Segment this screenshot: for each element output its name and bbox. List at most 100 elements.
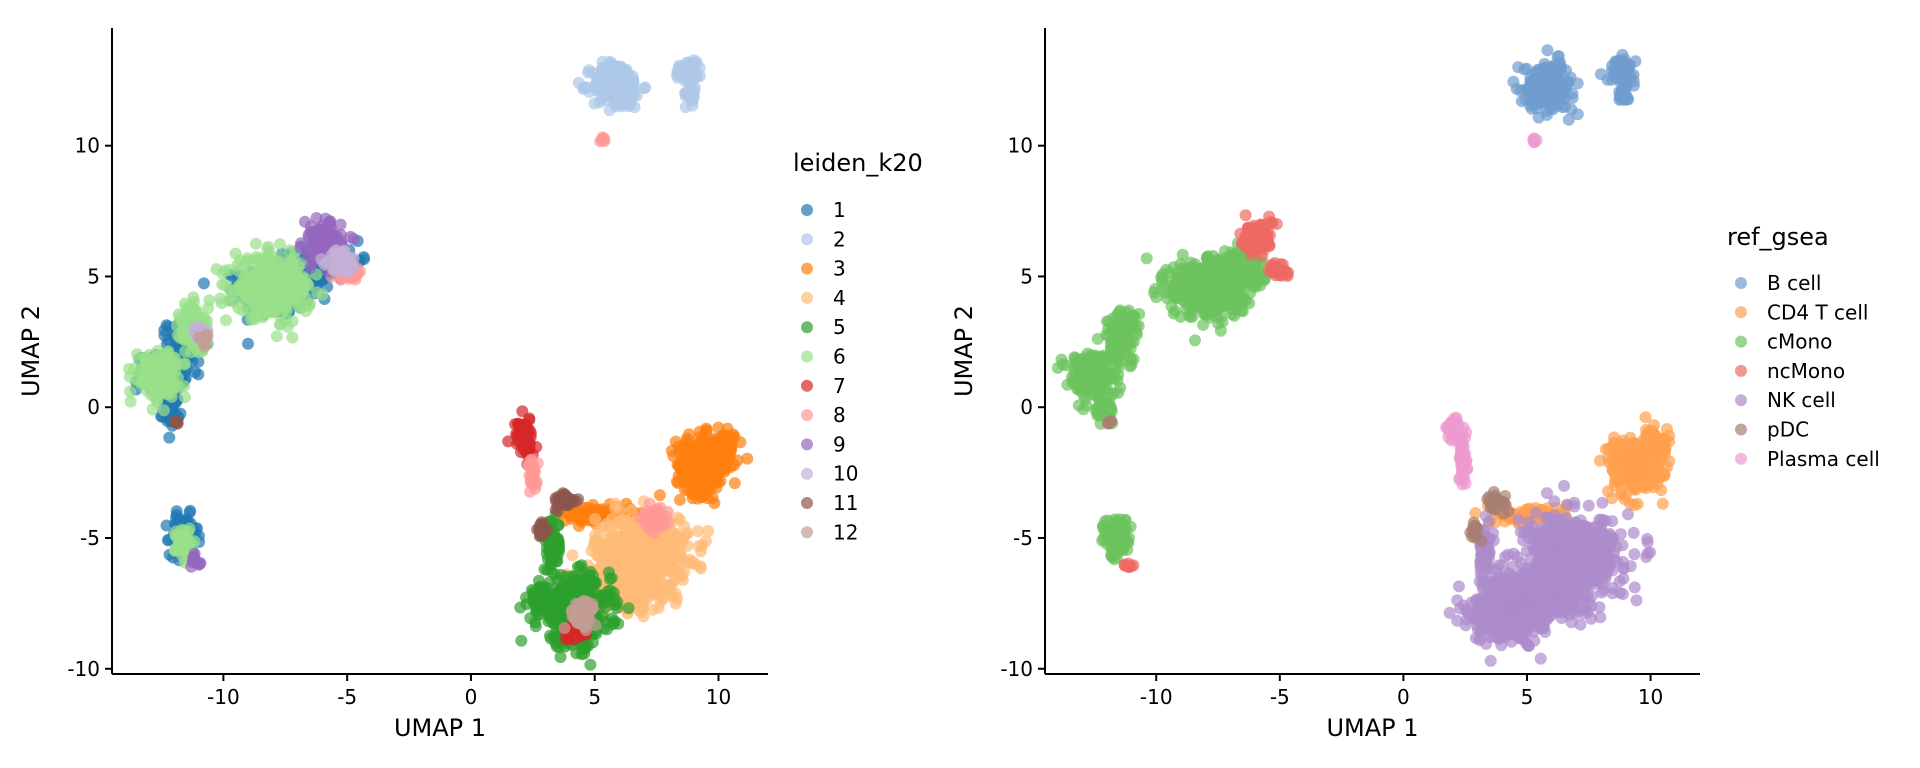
data-point (185, 560, 198, 573)
data-point (302, 243, 315, 256)
data-point (295, 280, 308, 293)
y-tick-label: 0 (87, 395, 100, 419)
data-point (699, 535, 712, 547)
data-point (332, 257, 345, 270)
data-point (560, 490, 573, 503)
data-point (184, 504, 197, 517)
data-point (255, 308, 268, 321)
series-cmono (1051, 237, 1278, 566)
data-point (224, 290, 237, 303)
data-point (578, 81, 591, 94)
data-point (531, 523, 544, 536)
data-point (532, 587, 545, 600)
data-point (667, 450, 680, 462)
data-point (639, 81, 652, 94)
data-point (645, 589, 658, 602)
data-point (318, 223, 331, 236)
data-point (635, 574, 648, 587)
data-point (610, 531, 622, 544)
y-tick-label: -10 (67, 657, 100, 681)
legend-label: 9 (833, 432, 846, 456)
legend-marker (801, 291, 813, 304)
data-point (665, 578, 678, 591)
data-point (239, 293, 252, 306)
legend-label: 5 (833, 315, 846, 339)
data-point (153, 388, 166, 401)
data-point (124, 395, 137, 408)
data-point (286, 260, 299, 273)
data-point (311, 286, 324, 299)
legend-label: 3 (833, 257, 846, 281)
series-8 (325, 131, 675, 539)
data-point (131, 348, 144, 361)
y-tick-label: 5 (87, 264, 100, 288)
data-point (1594, 68, 1607, 81)
data-point (1616, 454, 1629, 467)
data-point (690, 466, 703, 479)
data-point (256, 252, 269, 265)
data-point (658, 550, 671, 563)
data-point (273, 256, 286, 269)
legend-label: 10 (833, 462, 858, 486)
data-point (624, 567, 637, 580)
data-point (554, 651, 567, 664)
data-point (197, 277, 210, 290)
data-point (124, 385, 137, 398)
data-point (169, 528, 181, 541)
data-point (717, 461, 730, 474)
data-point (597, 589, 610, 602)
data-point (299, 305, 312, 318)
scatter-points (1051, 44, 1676, 667)
data-point (291, 270, 304, 283)
data-point (605, 513, 618, 526)
data-point (1532, 111, 1545, 124)
data-point (691, 492, 704, 505)
data-point (171, 371, 184, 384)
legend-label: 2 (833, 227, 846, 251)
x-axis-label: UMAP 1 (394, 714, 486, 742)
data-point (716, 429, 729, 442)
data-point (188, 366, 201, 379)
data-point (681, 556, 693, 569)
data-point (517, 420, 530, 433)
data-point (160, 519, 173, 532)
legend-marker (801, 321, 813, 334)
legend-label: 7 (833, 374, 846, 398)
data-point (572, 493, 585, 506)
data-point (538, 602, 551, 615)
data-point (682, 437, 695, 449)
data-point (642, 562, 655, 575)
data-point (223, 264, 236, 276)
series-b-cell (1507, 44, 1642, 126)
x-tick-label: 0 (465, 685, 478, 709)
data-point (587, 578, 600, 591)
data-point (627, 74, 640, 87)
data-point (286, 331, 299, 344)
data-point (1619, 490, 1632, 503)
data-point (229, 247, 242, 260)
data-point (589, 513, 602, 526)
data-point (1534, 85, 1547, 98)
data-point (615, 60, 627, 73)
legend-title: leiden_k20 (793, 149, 923, 177)
data-point (347, 233, 360, 245)
data-point (1515, 95, 1528, 108)
data-point (1617, 90, 1630, 103)
data-point (606, 76, 619, 89)
data-point (1140, 252, 1153, 265)
data-point (567, 633, 580, 646)
data-point (606, 618, 619, 631)
data-point (1661, 423, 1673, 435)
data-point (597, 78, 610, 91)
data-point (178, 358, 191, 371)
data-point (286, 315, 299, 328)
series-6 (123, 237, 329, 569)
data-point (528, 597, 540, 610)
data-point (1514, 84, 1527, 97)
data-point (245, 271, 258, 284)
data-point (123, 363, 136, 375)
data-point (196, 335, 209, 347)
legend-marker (801, 350, 813, 363)
data-point (627, 84, 640, 97)
